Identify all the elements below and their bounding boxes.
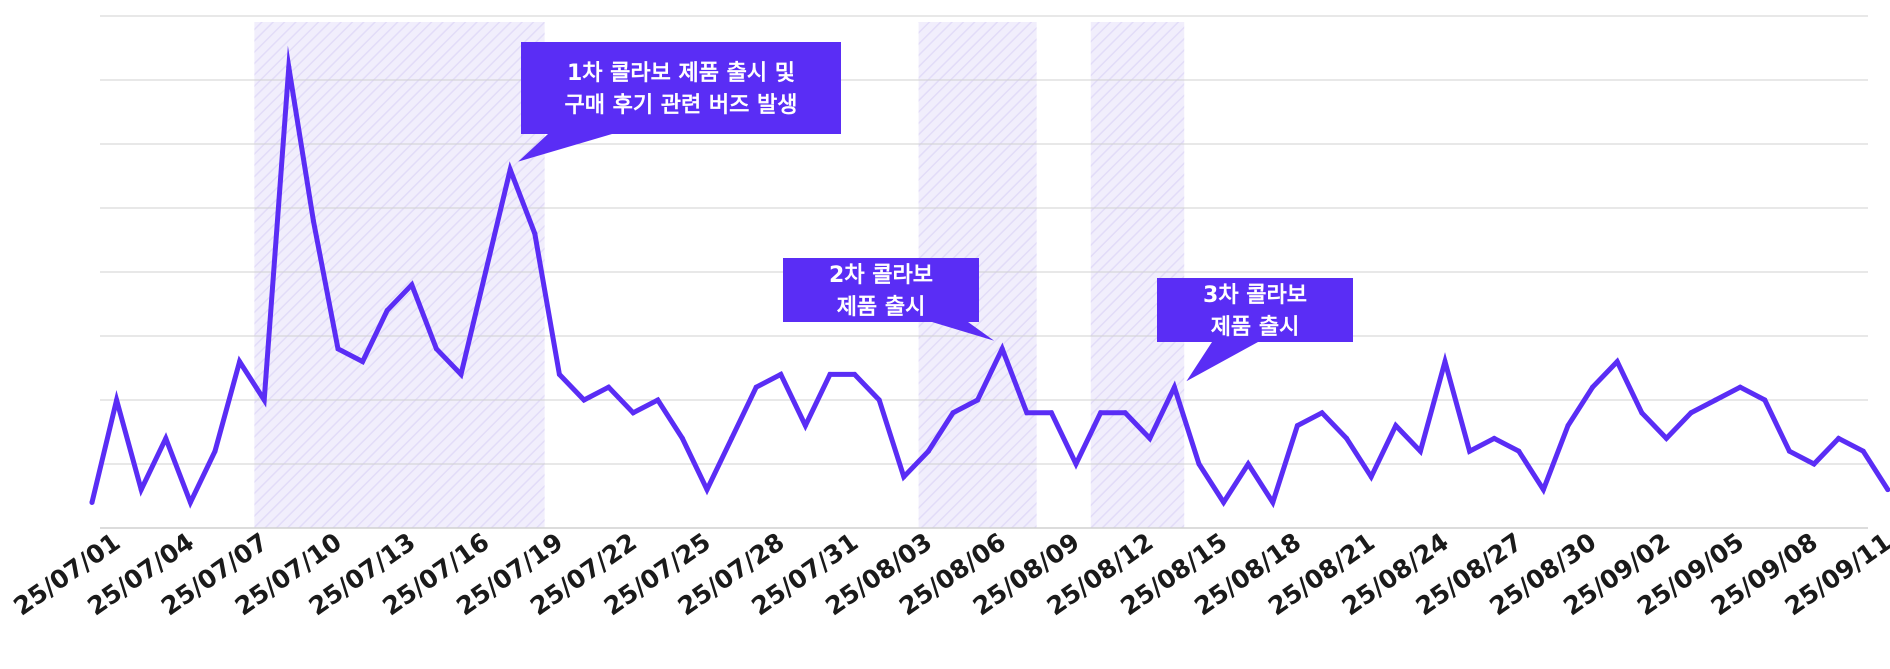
- data-point-25/07/18: [507, 167, 513, 173]
- callout-text-line: 1차 콜라보 제품 출시 및: [567, 61, 795, 86]
- data-point-25/08/18: [1270, 499, 1276, 505]
- data-point-25/09/12: [1885, 487, 1890, 493]
- data-point-25/09/03: [1663, 435, 1669, 441]
- data-point-25/08/01: [852, 371, 858, 377]
- data-point-25/08/13: [1147, 435, 1153, 441]
- data-point-25/07/23: [630, 410, 636, 416]
- data-point-25/08/19: [1294, 423, 1300, 429]
- data-point-25/07/11: [335, 346, 341, 352]
- data-point-25/08/25: [1442, 359, 1448, 365]
- data-point-25/07/04: [163, 435, 169, 441]
- data-point-25/07/29: [778, 371, 784, 377]
- highlight-band-1: [254, 22, 545, 528]
- data-point-25/07/01: [89, 499, 95, 505]
- data-point-25/09/06: [1737, 384, 1743, 390]
- data-point-25/07/26: [704, 487, 710, 493]
- data-point-25/07/03: [138, 487, 144, 493]
- data-point-25/09/05: [1713, 397, 1719, 403]
- callout-text-line: 3차 콜라보: [1203, 283, 1307, 308]
- data-point-25/08/04: [925, 448, 931, 454]
- data-point-25/07/10: [310, 218, 316, 224]
- data-point-25/07/13: [384, 307, 390, 313]
- data-point-25/08/05: [950, 410, 956, 416]
- data-point-25/08/03: [901, 474, 907, 480]
- data-point-25/07/31: [827, 371, 833, 377]
- data-point-25/08/12: [1122, 410, 1128, 416]
- data-point-25/07/17: [483, 269, 489, 275]
- data-point-25/09/09: [1811, 461, 1817, 467]
- data-point-25/07/30: [802, 423, 808, 429]
- callout-text-line: 제품 출시: [837, 295, 926, 320]
- data-point-25/07/12: [360, 359, 366, 365]
- data-point-25/07/02: [114, 397, 120, 403]
- data-point-25/07/07: [237, 359, 243, 365]
- data-point-25/08/08: [1024, 410, 1030, 416]
- data-point-25/07/27: [729, 435, 735, 441]
- data-point-25/07/15: [433, 346, 439, 352]
- callout-pointer: [932, 322, 995, 341]
- data-point-25/07/20: [556, 371, 562, 377]
- data-point-25/08/02: [876, 397, 882, 403]
- callout-text-line: 구매 후기 관련 버즈 발생: [564, 93, 797, 118]
- data-point-25/08/16: [1221, 499, 1227, 505]
- callout-box: [783, 258, 979, 322]
- callout-pointer: [518, 134, 612, 162]
- data-point-25/08/15: [1196, 461, 1202, 467]
- data-point-25/07/19: [532, 231, 538, 237]
- data-point-25/07/05: [187, 499, 193, 505]
- data-point-25/07/08: [261, 397, 267, 403]
- data-point-25/08/23: [1393, 423, 1399, 429]
- highlight-band-3: [1090, 22, 1185, 528]
- data-point-25/07/14: [409, 282, 415, 288]
- data-point-25/08/21: [1344, 435, 1350, 441]
- data-point-25/08/06: [975, 397, 981, 403]
- data-point-25/09/02: [1639, 410, 1645, 416]
- data-point-25/09/08: [1786, 448, 1792, 454]
- data-point-25/07/21: [581, 397, 587, 403]
- data-point-25/07/09: [286, 64, 292, 70]
- annotation-callout-1: 1차 콜라보 제품 출시 및구매 후기 관련 버즈 발생: [518, 42, 841, 162]
- data-point-25/09/01: [1614, 359, 1620, 365]
- data-point-25/08/22: [1368, 474, 1374, 480]
- callout-box: [521, 42, 841, 134]
- data-point-25/07/06: [212, 448, 218, 454]
- data-point-25/08/28: [1516, 448, 1522, 454]
- data-point-25/09/11: [1860, 448, 1866, 454]
- data-point-25/07/28: [753, 384, 759, 390]
- data-point-25/08/17: [1245, 461, 1251, 467]
- data-point-25/09/07: [1762, 397, 1768, 403]
- data-point-25/08/10: [1073, 461, 1079, 467]
- data-point-25/08/31: [1590, 384, 1596, 390]
- series-line-path: [89, 45, 1890, 509]
- data-point-25/07/22: [606, 384, 612, 390]
- series-line: [89, 45, 1890, 509]
- data-point-25/08/20: [1319, 410, 1325, 416]
- data-point-25/07/25: [679, 435, 685, 441]
- data-point-25/08/09: [1048, 410, 1054, 416]
- callout-pointer: [1186, 342, 1258, 382]
- data-point-25/09/04: [1688, 410, 1694, 416]
- data-point-25/08/24: [1417, 448, 1423, 454]
- data-point-25/07/16: [458, 371, 464, 377]
- data-point-25/08/29: [1540, 487, 1546, 493]
- data-point-25/08/26: [1467, 448, 1473, 454]
- callout-text-line: 2차 콜라보: [829, 263, 933, 288]
- data-point-25/08/14: [1171, 384, 1177, 390]
- data-point-25/07/24: [655, 397, 661, 403]
- x-axis-ticks: 25/07/0125/07/0425/07/0725/07/1025/07/13…: [8, 527, 1890, 621]
- data-point-25/08/27: [1491, 435, 1497, 441]
- data-point-25/08/30: [1565, 423, 1571, 429]
- callout-text-line: 제품 출시: [1211, 315, 1300, 340]
- data-point-25/09/10: [1836, 435, 1842, 441]
- data-point-25/08/07: [999, 346, 1005, 352]
- callout-box: [1157, 278, 1353, 342]
- data-point-25/08/11: [1098, 410, 1104, 416]
